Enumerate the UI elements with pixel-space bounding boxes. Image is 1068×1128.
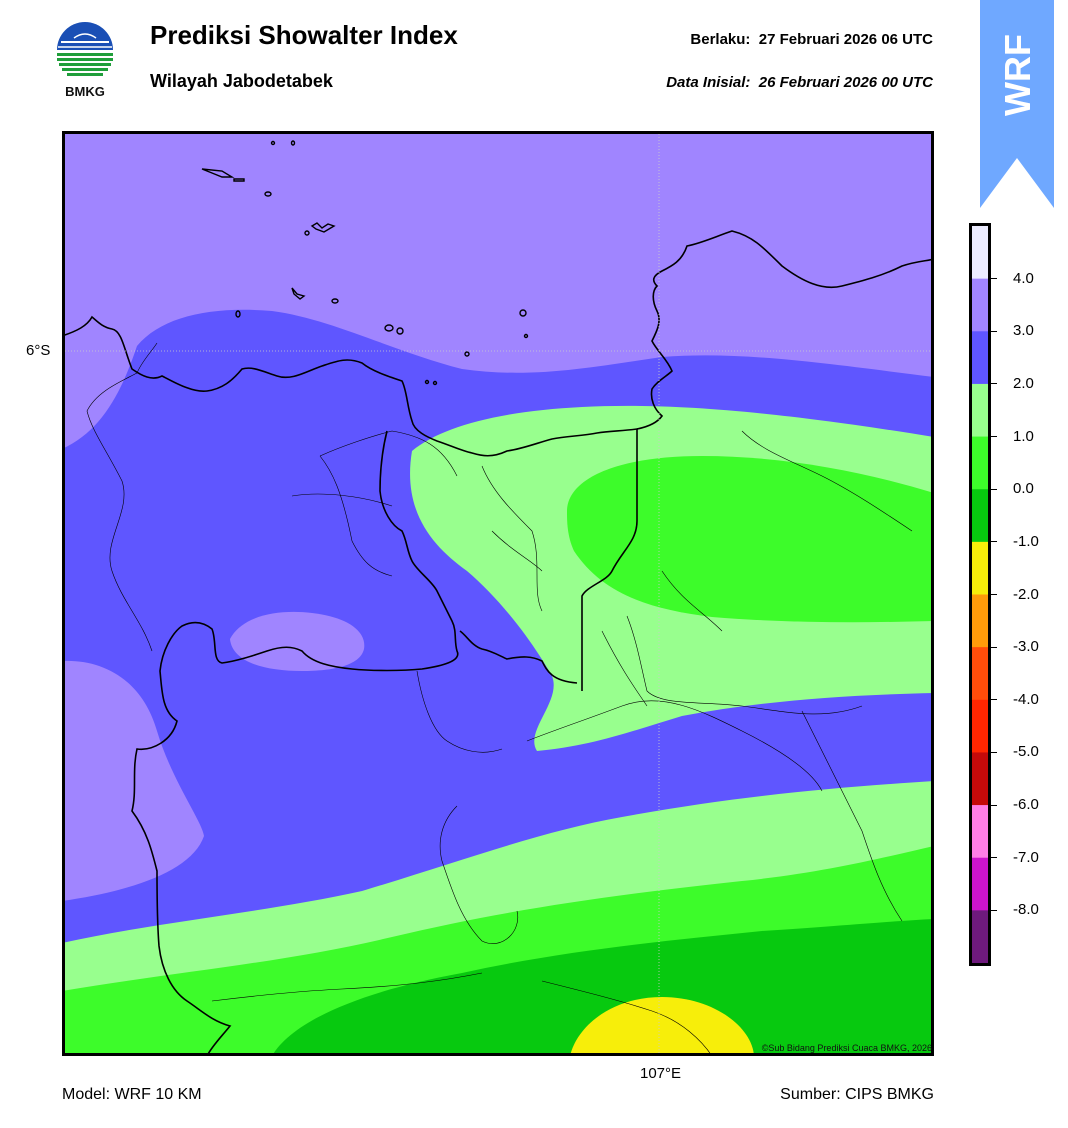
legend-tick-label: -8.0	[1013, 901, 1039, 919]
svg-text:WRF: WRF	[997, 34, 1038, 116]
bmkg-logo-text: BMKG	[65, 84, 105, 99]
legend-tick-mark	[991, 436, 997, 438]
wrf-label: WRF	[997, 34, 1038, 116]
band-2-3-center	[230, 611, 365, 671]
valid-time: Berlaku: 27 Februari 2026 06 UTC	[690, 31, 933, 48]
band-neg3-neg2	[570, 997, 754, 1056]
legend-swatch	[971, 647, 989, 701]
legend-tick-mark	[991, 751, 997, 753]
legend-tick-mark	[991, 383, 997, 385]
legend-swatch	[971, 278, 989, 332]
band-neg2-neg1	[272, 919, 934, 1056]
coastline	[62, 230, 934, 1056]
legend-swatch	[971, 805, 989, 859]
legend-tick-mark	[991, 804, 997, 806]
legend-swatch	[971, 752, 989, 806]
legend-tick-label: -2.0	[1013, 585, 1039, 603]
legend-colorbar	[969, 223, 991, 966]
legend-swatch	[971, 541, 989, 595]
legend-tick-label: -7.0	[1013, 848, 1039, 866]
band-2-3-left	[62, 660, 204, 901]
legend-tick-label: -5.0	[1013, 743, 1039, 761]
legend-tick-label: 4.0	[1013, 269, 1034, 287]
legend-tick-mark	[991, 857, 997, 859]
lon-tick-label: 107°E	[640, 1065, 682, 1082]
legend-tick-mark	[991, 330, 997, 332]
legend-swatch	[971, 383, 989, 438]
legend-tick-mark	[991, 541, 997, 543]
legend-swatch	[971, 226, 989, 280]
showalter-map	[62, 131, 934, 1056]
init-time: Data Inisial: 26 Februari 2026 00 UTC	[666, 74, 933, 91]
region-subtitle: Wilayah Jabodetabek	[150, 71, 333, 91]
legend-swatch	[971, 331, 989, 385]
legend-tick-label: -3.0	[1013, 638, 1039, 656]
legend-swatch	[971, 910, 989, 964]
legend-tick-label: 0.0	[1013, 480, 1034, 498]
source-label: Sumber: CIPS BMKG	[780, 1086, 934, 1103]
wrf-ribbon	[980, 0, 1054, 208]
legend-swatch	[971, 857, 989, 911]
model-label: Model: WRF 10 KM	[62, 1086, 202, 1103]
legend-tick-label: -1.0	[1013, 532, 1039, 550]
legend-tick-mark	[991, 646, 997, 648]
legend-tick-label: -4.0	[1013, 690, 1039, 708]
legend-tick-label: 3.0	[1013, 322, 1034, 340]
legend-swatch	[971, 436, 989, 490]
legend-tick-mark	[991, 909, 997, 911]
islands	[201, 140, 529, 386]
copyright-note: ©Sub Bidang Prediksi Cuaca BMKG, 2026	[761, 1043, 932, 1053]
legend-tick-mark	[991, 594, 997, 595]
page-title: Prediksi Showalter Index	[150, 20, 458, 50]
legend-swatch	[971, 594, 989, 648]
lat-tick-label: 6°S	[26, 342, 51, 359]
legend-tick-label: 1.0	[1013, 427, 1034, 445]
legend-tick-label: 2.0	[1013, 374, 1034, 392]
regency-boundaries	[86, 342, 913, 1056]
legend-tick-mark	[991, 699, 997, 701]
legend-tick-mark	[991, 278, 997, 280]
legend-swatch	[971, 489, 989, 543]
legend-tick-label: -6.0	[1013, 796, 1039, 814]
legend-tick-mark	[991, 488, 997, 490]
bmkg-logo-icon	[52, 20, 118, 102]
legend-swatch	[971, 699, 989, 753]
